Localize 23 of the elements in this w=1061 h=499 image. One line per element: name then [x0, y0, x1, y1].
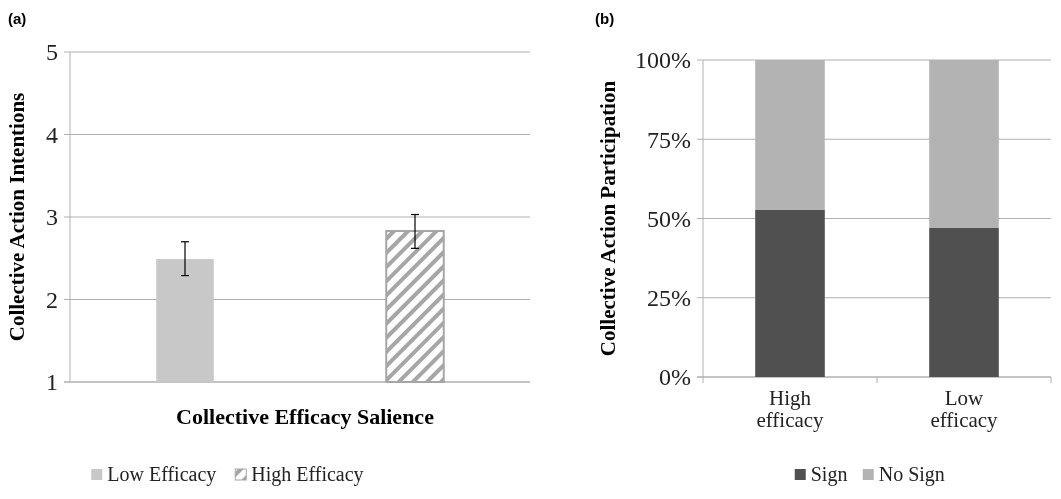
bar	[929, 228, 999, 377]
y-tick-label: 75%	[647, 126, 691, 153]
x-tick-label: Low efficacy	[930, 386, 999, 432]
legend-label: No Sign	[878, 463, 945, 486]
y-tick-label: 0%	[659, 364, 691, 391]
chart-title: (a)	[8, 10, 27, 27]
chart-title: (b)	[595, 10, 615, 27]
y-tick-label: 5	[46, 39, 58, 66]
y-tick-label: 4	[46, 121, 58, 148]
y-axis-title: Collective Action Participation	[596, 80, 620, 357]
bar	[755, 209, 825, 377]
legend-label: Low Efficacy	[107, 463, 217, 486]
y-tick-label: 1	[46, 369, 58, 396]
y-tick-label: 100%	[635, 47, 691, 74]
y-tick-label: 2	[46, 286, 58, 313]
x-tick-label: High efficacy	[756, 386, 825, 432]
legend-label: High Efficacy	[251, 463, 364, 486]
y-tick-label: 25%	[647, 285, 691, 312]
y-tick-label: 50%	[647, 205, 691, 232]
y-tick-label: 3	[46, 204, 58, 231]
legend-label: Sign	[810, 463, 848, 486]
y-axis-title: Collective Action Intentions	[5, 92, 29, 342]
x-axis-title: Collective Efficacy Salience	[176, 404, 435, 429]
